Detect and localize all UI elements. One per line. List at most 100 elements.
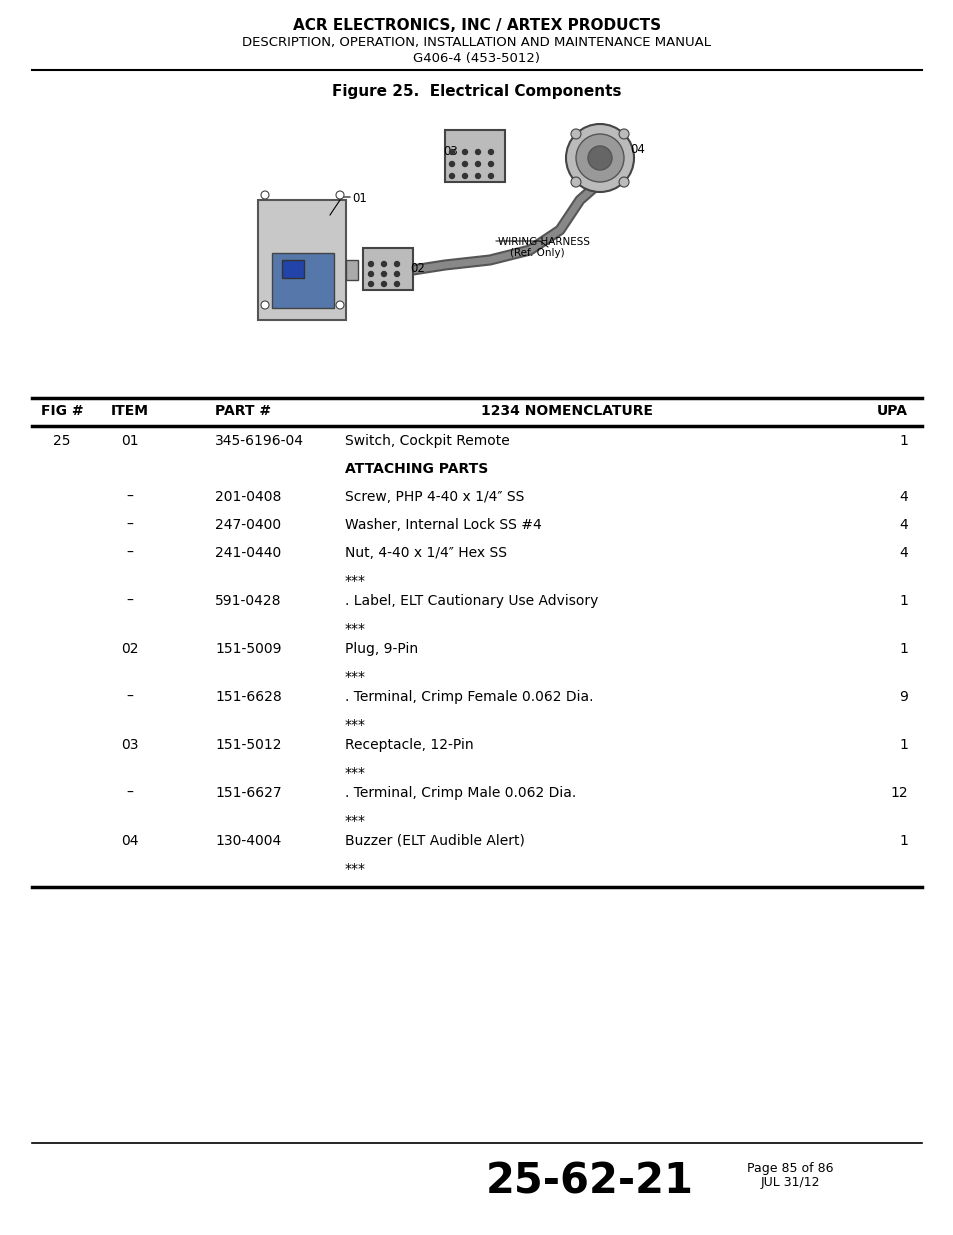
Circle shape [475, 173, 480, 179]
Circle shape [488, 149, 493, 154]
Text: . Terminal, Crimp Female 0.062 Dia.: . Terminal, Crimp Female 0.062 Dia. [345, 690, 593, 704]
Circle shape [570, 128, 580, 140]
Text: –: – [127, 517, 133, 532]
Text: 04: 04 [121, 834, 138, 848]
Text: 1: 1 [898, 834, 907, 848]
Circle shape [395, 282, 399, 287]
Circle shape [462, 149, 467, 154]
Text: ***: *** [345, 718, 366, 732]
Text: 130-4004: 130-4004 [214, 834, 281, 848]
Text: Page 85 of 86: Page 85 of 86 [746, 1162, 832, 1174]
Bar [346, 261, 357, 280]
Circle shape [261, 191, 269, 199]
Text: ACR ELECTRONICS, INC / ARTEX PRODUCTS: ACR ELECTRONICS, INC / ARTEX PRODUCTS [293, 19, 660, 33]
Bar [257, 200, 346, 320]
Text: 1: 1 [898, 433, 907, 448]
Text: Nut, 4-40 x 1/4″ Hex SS: Nut, 4-40 x 1/4″ Hex SS [345, 546, 506, 559]
Circle shape [395, 262, 399, 267]
Text: Screw, PHP 4-40 x 1/4″ SS: Screw, PHP 4-40 x 1/4″ SS [345, 490, 524, 504]
Text: Plug, 9-Pin: Plug, 9-Pin [345, 642, 417, 656]
Text: 1234 NOMENCLATURE: 1234 NOMENCLATURE [480, 404, 652, 417]
Text: Receptacle, 12-Pin: Receptacle, 12-Pin [345, 739, 473, 752]
Text: ATTACHING PARTS: ATTACHING PARTS [345, 462, 488, 475]
Text: 151-5012: 151-5012 [214, 739, 281, 752]
Circle shape [565, 124, 634, 191]
Text: 1: 1 [898, 594, 907, 608]
Text: 345-6196-04: 345-6196-04 [214, 433, 304, 448]
Circle shape [449, 173, 454, 179]
Text: . Terminal, Crimp Male 0.062 Dia.: . Terminal, Crimp Male 0.062 Dia. [345, 785, 576, 800]
Text: –: – [127, 785, 133, 800]
Text: PART #: PART # [214, 404, 271, 417]
Text: 151-6627: 151-6627 [214, 785, 281, 800]
Text: FIG #: FIG # [41, 404, 83, 417]
Text: 241-0440: 241-0440 [214, 546, 281, 559]
Circle shape [587, 146, 612, 170]
Text: ***: *** [345, 622, 366, 636]
Text: 151-6628: 151-6628 [214, 690, 281, 704]
Text: 1: 1 [898, 739, 907, 752]
Circle shape [368, 272, 374, 277]
Text: 25-62-21: 25-62-21 [485, 1160, 693, 1202]
Text: ***: *** [345, 814, 366, 827]
Circle shape [335, 191, 344, 199]
Circle shape [488, 162, 493, 167]
Circle shape [462, 162, 467, 167]
Circle shape [381, 282, 386, 287]
Circle shape [488, 173, 493, 179]
Circle shape [395, 272, 399, 277]
Text: WIRING HARNESS: WIRING HARNESS [497, 237, 589, 247]
Circle shape [475, 162, 480, 167]
Text: . Label, ELT Cautionary Use Advisory: . Label, ELT Cautionary Use Advisory [345, 594, 598, 608]
Text: ***: *** [345, 574, 366, 588]
Circle shape [381, 262, 386, 267]
Text: Switch, Cockpit Remote: Switch, Cockpit Remote [345, 433, 509, 448]
Text: 02: 02 [410, 262, 424, 275]
Text: 02: 02 [121, 642, 138, 656]
Text: 04: 04 [629, 143, 644, 156]
Text: Buzzer (ELT Audible Alert): Buzzer (ELT Audible Alert) [345, 834, 524, 848]
Bar [444, 130, 504, 182]
Text: 201-0408: 201-0408 [214, 490, 281, 504]
Circle shape [462, 173, 467, 179]
Bar [363, 248, 413, 290]
Text: (Ref. Only): (Ref. Only) [510, 248, 564, 258]
Text: –: – [127, 546, 133, 559]
Text: 151-5009: 151-5009 [214, 642, 281, 656]
Text: UPA: UPA [876, 404, 907, 417]
Circle shape [475, 149, 480, 154]
Text: 4: 4 [899, 490, 907, 504]
Text: Washer, Internal Lock SS #4: Washer, Internal Lock SS #4 [345, 517, 541, 532]
Text: –: – [127, 490, 133, 504]
Circle shape [368, 282, 374, 287]
Circle shape [261, 301, 269, 309]
Text: 4: 4 [899, 517, 907, 532]
Text: ***: *** [345, 862, 366, 876]
Text: ITEM: ITEM [111, 404, 149, 417]
Text: JUL 31/12: JUL 31/12 [760, 1176, 819, 1189]
Text: 9: 9 [898, 690, 907, 704]
Text: G406-4 (453-5012): G406-4 (453-5012) [413, 52, 540, 65]
Text: 12: 12 [889, 785, 907, 800]
Circle shape [449, 162, 454, 167]
Text: ***: *** [345, 671, 366, 684]
Text: 247-0400: 247-0400 [214, 517, 281, 532]
Text: 25: 25 [53, 433, 71, 448]
Circle shape [618, 128, 628, 140]
Circle shape [618, 177, 628, 186]
Circle shape [449, 149, 454, 154]
Bar [282, 261, 304, 278]
Bar [272, 253, 334, 308]
Text: 591-0428: 591-0428 [214, 594, 281, 608]
Text: 1: 1 [898, 642, 907, 656]
Text: 03: 03 [442, 144, 457, 158]
Circle shape [570, 177, 580, 186]
Text: 01: 01 [352, 191, 367, 205]
Circle shape [381, 272, 386, 277]
Text: DESCRIPTION, OPERATION, INSTALLATION AND MAINTENANCE MANUAL: DESCRIPTION, OPERATION, INSTALLATION AND… [242, 36, 711, 49]
Text: 03: 03 [121, 739, 138, 752]
Text: ***: *** [345, 766, 366, 781]
Circle shape [576, 135, 623, 182]
Text: –: – [127, 594, 133, 608]
Text: –: – [127, 690, 133, 704]
